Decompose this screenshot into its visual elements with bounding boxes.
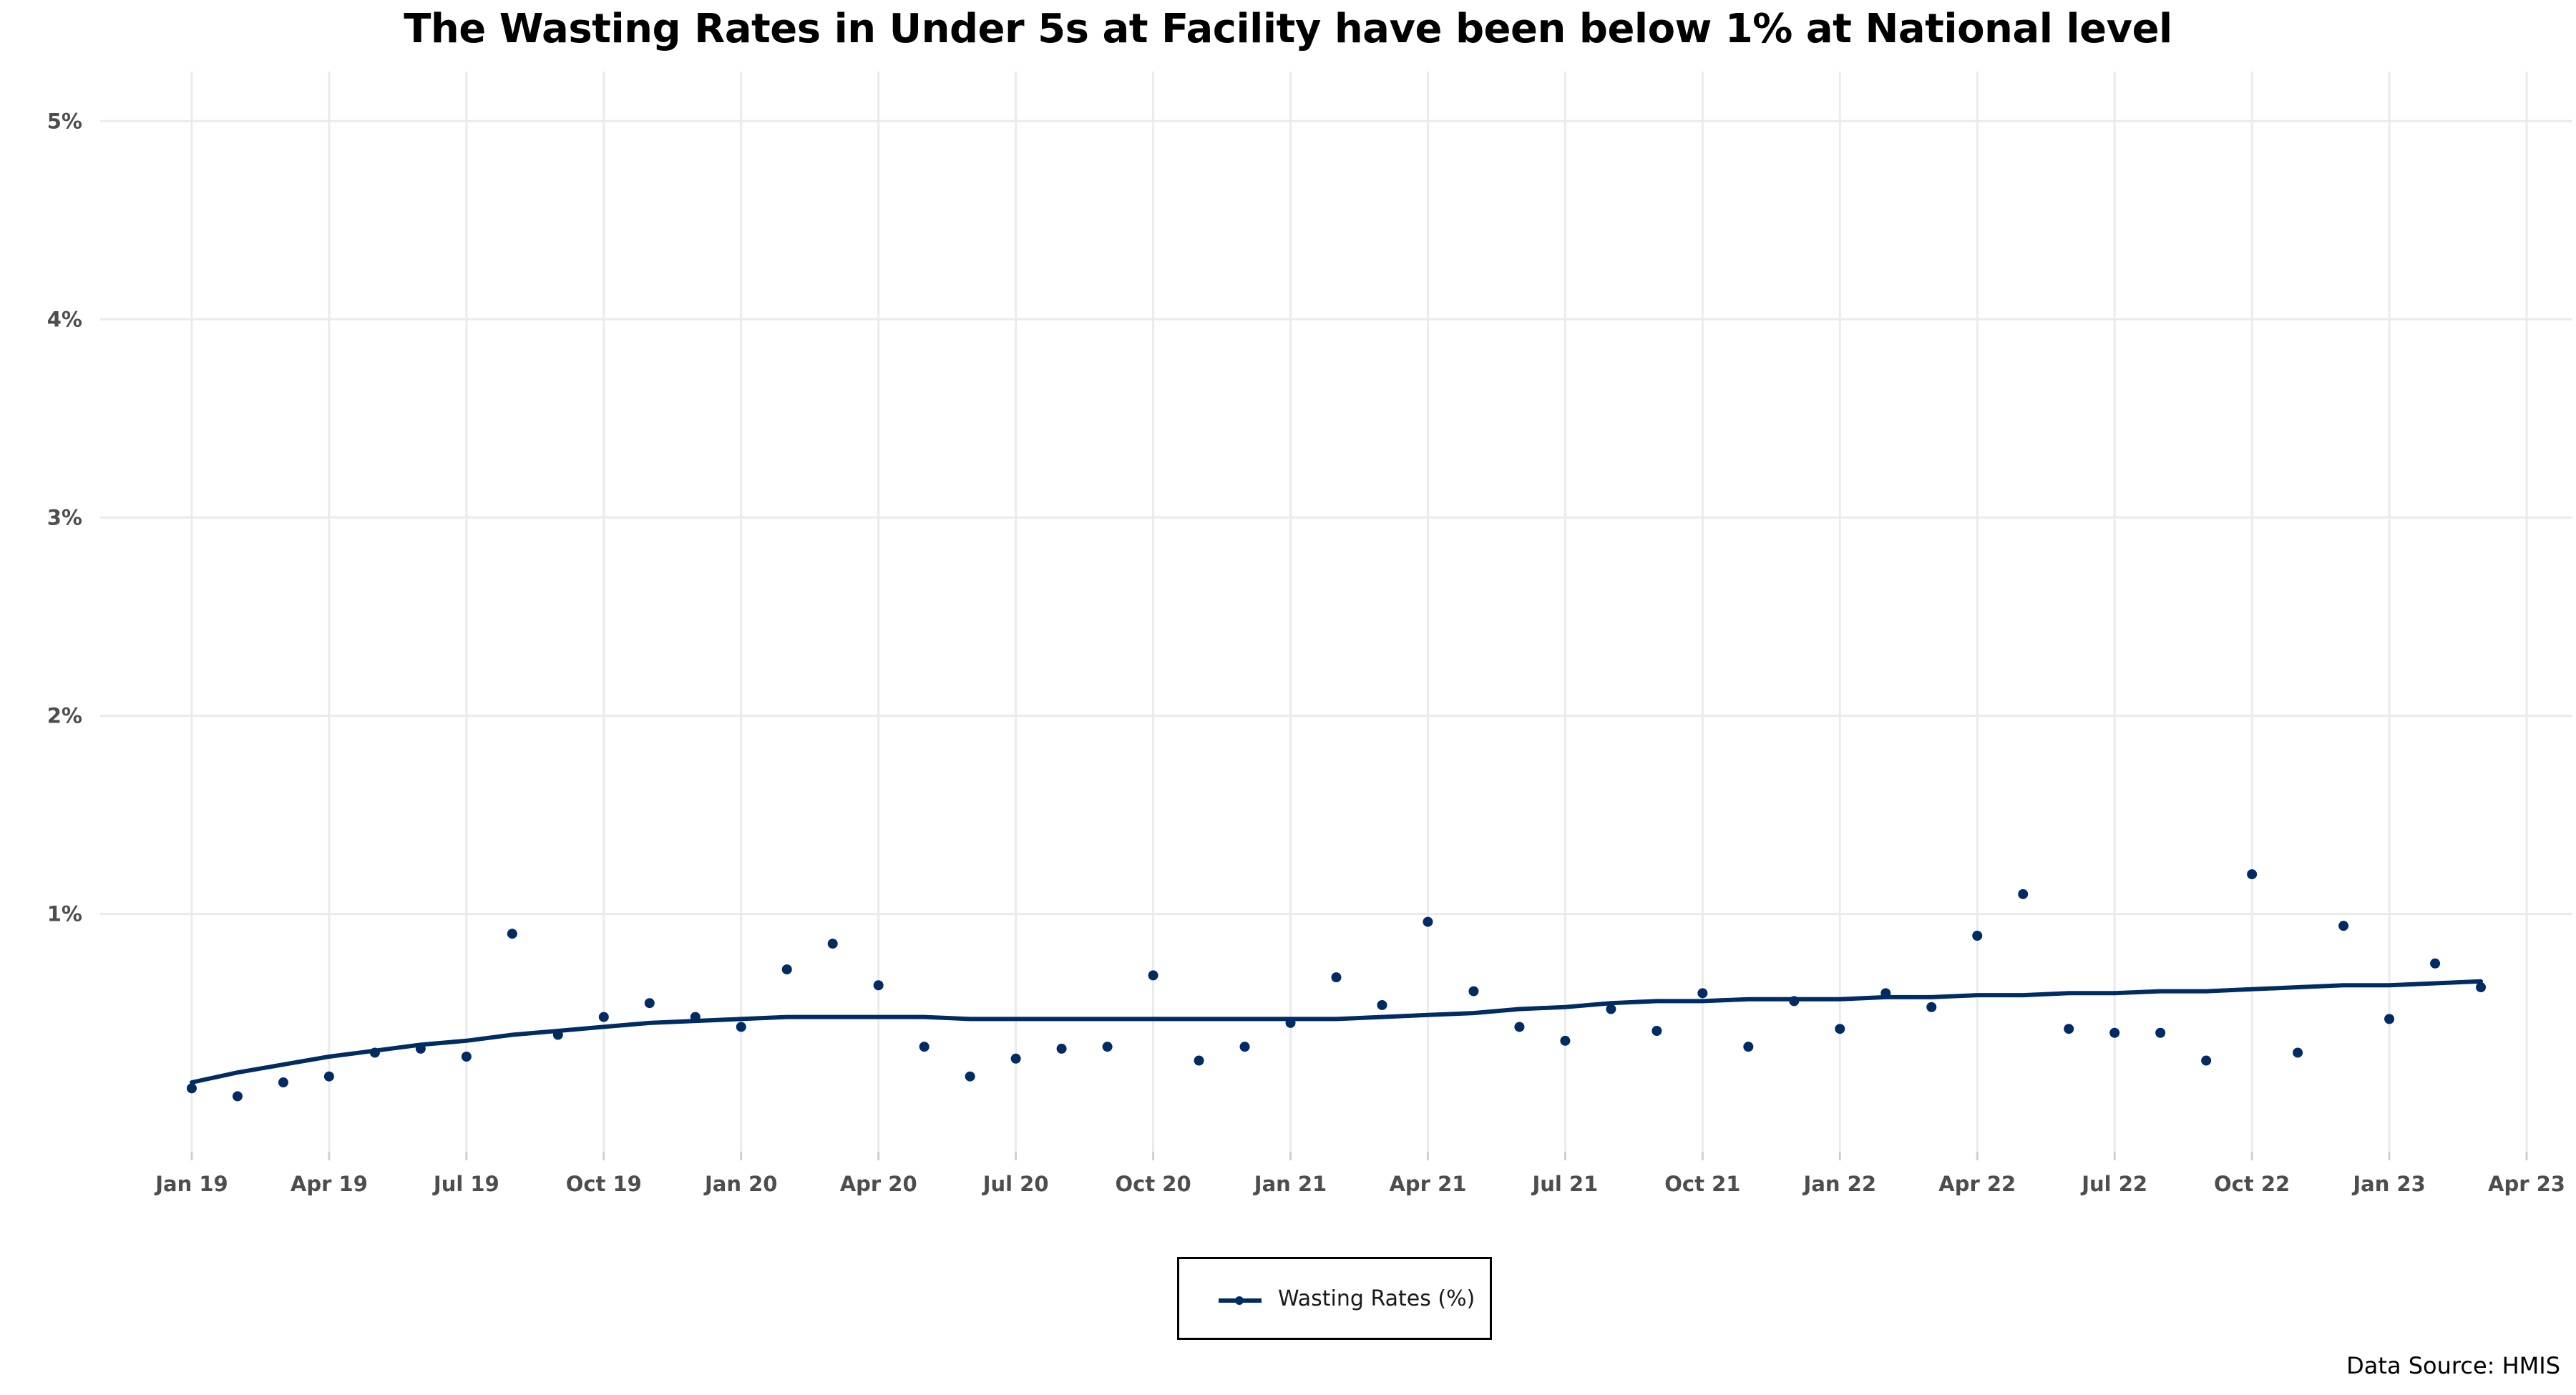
- x-tick-label: Apr 20: [840, 1172, 917, 1196]
- data-point: [598, 1012, 609, 1022]
- data-point: [1880, 988, 1891, 999]
- data-point: [1743, 1042, 1754, 1052]
- data-point: [2247, 869, 2258, 880]
- data-point: [781, 964, 792, 975]
- data-source-note: Data Source: HMIS: [2346, 1352, 2560, 1379]
- grid-lines: [100, 72, 2572, 1160]
- x-tick-label: Apr 22: [1938, 1172, 2016, 1196]
- legend-label: Wasting Rates (%): [1278, 1286, 1475, 1311]
- y-tick-label: 1%: [47, 902, 82, 926]
- x-tick-label: Jan 21: [1253, 1172, 1327, 1196]
- data-point: [2293, 1047, 2303, 1058]
- x-tick-label: Apr 19: [291, 1172, 368, 1196]
- data-point: [1514, 1022, 1525, 1032]
- data-points-layer: [186, 869, 2487, 1102]
- data-point: [186, 1083, 197, 1094]
- data-point: [1239, 1042, 1250, 1052]
- data-point: [919, 1042, 930, 1052]
- data-point: [1835, 1024, 1845, 1034]
- y-tick-label: 4%: [47, 307, 82, 331]
- data-point: [827, 939, 838, 949]
- data-point: [415, 1043, 426, 1054]
- data-point: [1972, 931, 1983, 941]
- data-point: [461, 1052, 472, 1062]
- y-tick-label: 3%: [47, 505, 82, 529]
- data-point: [2064, 1024, 2074, 1034]
- x-tick-label: Oct 22: [2214, 1172, 2290, 1196]
- legend-point-icon: [1235, 1296, 1244, 1305]
- data-point: [965, 1071, 975, 1082]
- data-point: [1148, 970, 1158, 981]
- trend-line-layer: [190, 979, 2483, 1085]
- x-tick-label: Oct 20: [1115, 1172, 1191, 1196]
- data-point: [1697, 988, 1708, 999]
- x-tick-label: Apr 23: [2488, 1172, 2565, 1196]
- data-point: [690, 1012, 701, 1022]
- x-tick-label: Oct 19: [566, 1172, 642, 1196]
- data-point: [278, 1077, 288, 1088]
- data-point: [736, 1022, 746, 1032]
- data-point: [1010, 1053, 1021, 1064]
- data-point: [1423, 916, 1433, 927]
- axis-tick-labels: Jan 19 Apr 19 Jul 19 Oct 19 Jan 20 Apr 20 Jul …: [47, 109, 2565, 1196]
- data-point: [1194, 1055, 1204, 1066]
- data-point: [2338, 921, 2349, 931]
- x-tick-label: Jul 22: [2080, 1172, 2147, 1196]
- data-point: [1056, 1043, 1067, 1054]
- x-tick-label: Jan 19: [154, 1172, 228, 1196]
- data-point: [1285, 1017, 1296, 1028]
- x-tick-label: Jan 22: [1802, 1172, 1876, 1196]
- data-point: [2384, 1014, 2395, 1024]
- data-point: [552, 1029, 563, 1040]
- data-point: [1560, 1035, 1571, 1046]
- data-point: [2201, 1055, 2212, 1066]
- data-point: [369, 1047, 380, 1058]
- data-point: [507, 929, 517, 939]
- data-point: [2018, 889, 2029, 899]
- data-point: [1606, 1004, 1616, 1014]
- data-point: [2430, 958, 2441, 969]
- x-tick-label: Jan 23: [2351, 1172, 2425, 1196]
- data-point: [2476, 982, 2487, 993]
- data-point: [1377, 999, 1387, 1010]
- y-tick-label: 5%: [47, 109, 82, 133]
- y-tick-label: 2%: [47, 703, 82, 728]
- data-point: [1652, 1025, 1662, 1036]
- data-point: [873, 980, 884, 991]
- x-tick-label: Jan 20: [703, 1172, 777, 1196]
- x-tick-label: Oct 21: [1664, 1172, 1740, 1196]
- x-tick-label: Jul 20: [982, 1172, 1049, 1196]
- data-point: [1926, 1002, 1937, 1012]
- x-tick-label: Jul 21: [1531, 1172, 1598, 1196]
- x-tick-label: Apr 21: [1389, 1172, 1466, 1196]
- legend: Wasting Rates (%): [1177, 1257, 1492, 1340]
- data-point: [644, 998, 655, 1009]
- data-point: [2109, 1027, 2120, 1038]
- data-point: [2155, 1027, 2166, 1038]
- data-point: [232, 1091, 243, 1102]
- data-point: [1468, 986, 1479, 997]
- data-point: [1102, 1042, 1113, 1052]
- x-tick-label: Jul 19: [432, 1172, 499, 1196]
- data-point: [1789, 996, 1800, 1007]
- data-point: [1331, 972, 1342, 983]
- chart-title: The Wasting Rates in Under 5s at Facilit…: [404, 6, 2172, 52]
- data-point: [323, 1071, 334, 1082]
- trend-line: [190, 979, 2483, 1085]
